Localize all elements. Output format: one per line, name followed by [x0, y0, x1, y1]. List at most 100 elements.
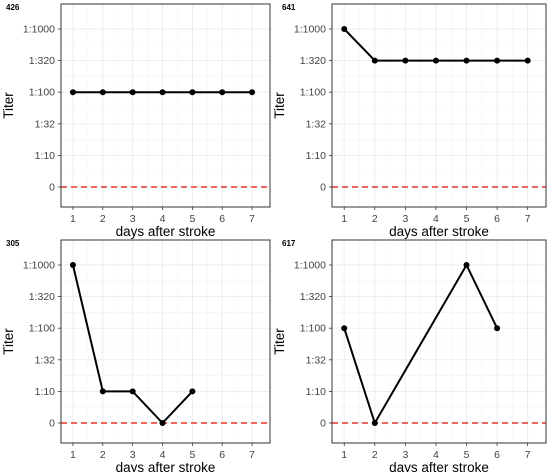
data-point — [463, 57, 470, 64]
data-point — [463, 262, 470, 268]
x-tick-label: 3 — [130, 449, 136, 461]
x-tick-label: 6 — [219, 449, 225, 461]
y-tick-label: 1:100 — [29, 87, 55, 99]
x-tick-label: 3 — [130, 213, 136, 225]
chart-panel-641: 0 1:10 1:32 1:100 1:320 1:1000 1 2 3 4 5 6 7 days aft… — [272, 3, 547, 239]
y-tick-label: 1:1000 — [23, 24, 55, 36]
y-tick-label: 1:10 — [35, 150, 56, 162]
x-tick-label: 6 — [494, 213, 500, 225]
x-tick-label: 3 — [402, 213, 408, 225]
y-axis-title: Titer — [1, 328, 16, 355]
y-tick-label: 1:10 — [306, 386, 327, 398]
x-tick-label: 1 — [70, 213, 76, 225]
y-tick-label: 1:32 — [306, 118, 327, 130]
y-tick-label: 1:32 — [35, 354, 56, 366]
x-tick-label: 5 — [464, 213, 470, 225]
y-tick-label: 1:10 — [306, 150, 327, 162]
data-point — [494, 325, 501, 332]
x-tick-label: 4 — [160, 449, 166, 461]
data-point — [524, 57, 531, 64]
x-tick-label: 7 — [249, 213, 255, 225]
plot-panel — [331, 3, 547, 208]
chart-panel-426: 0 1:10 1:32 1:100 1:320 1:1000 1 2 3 4 5 6 7 days aft… — [1, 3, 271, 239]
x-tick-label: 4 — [433, 449, 439, 461]
data-point — [69, 89, 76, 96]
y-tick-label: 1:1000 — [294, 24, 326, 36]
y-tick-label: 1:320 — [300, 55, 326, 67]
y-tick-label: 1:32 — [306, 354, 327, 366]
y-tick-label: 0 — [49, 418, 55, 430]
y-tick-label: 1:32 — [35, 118, 56, 130]
data-point — [99, 89, 106, 96]
x-axis-title: days after stroke — [389, 460, 489, 472]
x-tick-label: 2 — [372, 449, 378, 461]
y-tick-label: 1:100 — [29, 323, 55, 335]
y-tick-label: 1:1000 — [294, 260, 326, 272]
panel-label: 617 — [282, 239, 296, 248]
x-tick-label: 3 — [402, 449, 408, 461]
data-point — [494, 57, 501, 64]
x-tick-label: 1 — [341, 213, 347, 225]
x-axis-title: days after stroke — [116, 460, 216, 472]
y-tick-label: 0 — [49, 182, 55, 194]
chart-panel-617: 0 1:10 1:32 1:100 1:320 1:1000 1 2 3 4 5 6 7 days aft… — [272, 239, 547, 472]
panel-border — [60, 3, 271, 208]
y-tick-label: 1:1000 — [23, 260, 55, 272]
data-point — [371, 57, 378, 64]
x-tick-label: 5 — [464, 449, 470, 461]
data-point — [249, 89, 256, 96]
x-tick-label: 1 — [341, 449, 347, 461]
y-axis-title: Titer — [272, 92, 287, 119]
y-tick-label: 1:320 — [300, 291, 326, 303]
y-axis-title: Titer — [1, 92, 16, 119]
x-tick-label: 7 — [525, 213, 531, 225]
data-point — [159, 89, 166, 96]
panel-label: 641 — [282, 3, 296, 12]
y-tick-label: 0 — [320, 418, 326, 430]
y-tick-label: 1:10 — [35, 386, 56, 398]
y-tick-label: 1:100 — [300, 323, 326, 335]
data-point — [341, 26, 348, 32]
y-axis-title: Titer — [272, 328, 287, 355]
x-tick-label: 2 — [100, 213, 106, 225]
panel-border — [331, 3, 547, 208]
plot-panel — [60, 239, 271, 444]
data-point — [129, 89, 136, 96]
data-point — [402, 57, 409, 64]
data-point — [189, 89, 196, 96]
panel-border — [60, 239, 271, 444]
y-tick-label: 1:320 — [29, 291, 55, 303]
x-tick-label: 1 — [70, 449, 76, 461]
data-point — [99, 388, 106, 395]
data-point — [341, 325, 348, 332]
x-tick-label: 2 — [372, 213, 378, 225]
data-point — [69, 262, 76, 268]
panel-label: 305 — [6, 239, 20, 248]
y-tick-label: 1:100 — [300, 87, 326, 99]
chart-panel-305: 0 1:10 1:32 1:100 1:320 1:1000 1 2 3 4 5 6 7 days aft… — [1, 239, 271, 472]
data-point — [129, 388, 136, 395]
x-axis-title: days after stroke — [116, 224, 216, 239]
x-tick-label: 7 — [249, 449, 255, 461]
plot-panel — [331, 239, 547, 444]
plot-panel — [60, 3, 271, 208]
series-line — [343, 264, 498, 424]
x-axis-title: days after stroke — [389, 224, 489, 239]
panel-label: 426 — [6, 3, 20, 12]
data-point — [219, 89, 226, 96]
x-tick-label: 4 — [433, 213, 439, 225]
x-tick-label: 4 — [160, 213, 166, 225]
x-tick-label: 5 — [189, 449, 195, 461]
x-tick-label: 7 — [525, 449, 531, 461]
x-tick-label: 5 — [189, 213, 195, 225]
x-tick-label: 6 — [494, 449, 500, 461]
data-point — [189, 388, 196, 395]
x-tick-label: 2 — [100, 449, 106, 461]
y-tick-label: 0 — [320, 182, 326, 194]
data-point — [371, 420, 378, 426]
x-tick-label: 6 — [219, 213, 225, 225]
data-point — [159, 420, 166, 426]
panel-border — [331, 239, 547, 444]
y-tick-label: 1:320 — [29, 55, 55, 67]
